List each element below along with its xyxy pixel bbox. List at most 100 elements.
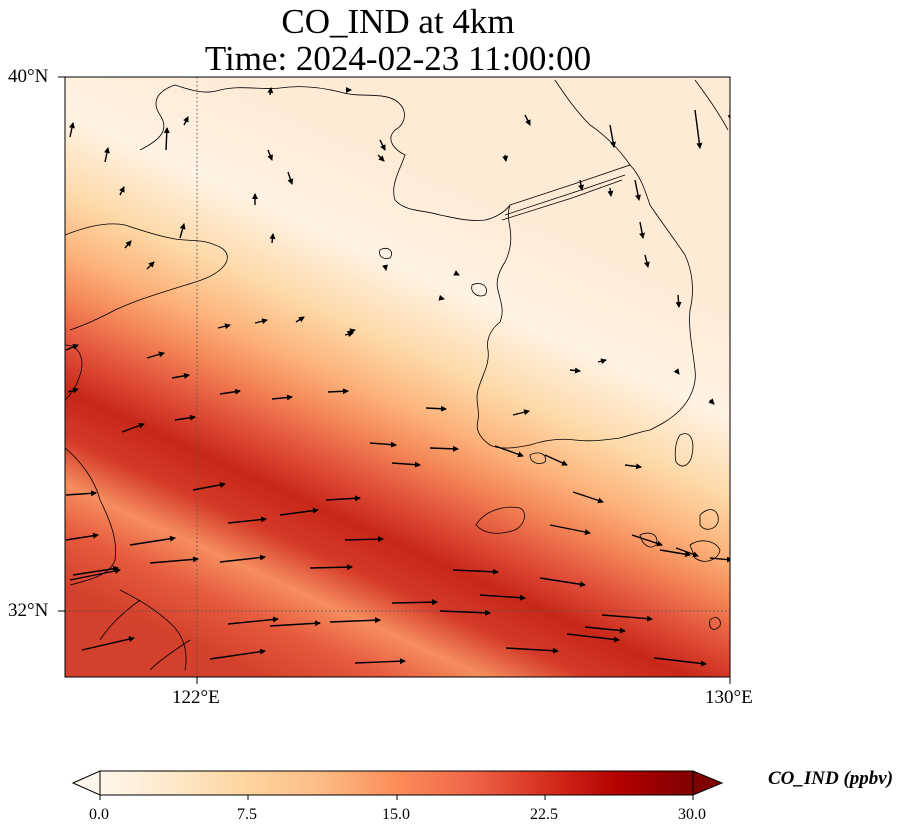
wind-arrow [453,270,460,276]
wind-arrow [121,422,145,433]
wind-arrow [391,599,438,606]
wind-arrow [569,367,581,374]
wind-arrow [631,534,663,547]
lon-tick-label-130e: 130°E [705,687,753,708]
colorbar-extend-min [71,770,101,796]
wind-arrow [578,179,584,191]
wind-arrow [524,114,531,126]
wind-arrow [354,658,406,665]
wind-arrow [287,171,294,185]
wind-arrow [452,568,499,575]
wind-arrow [439,609,491,616]
wind-arrow [502,154,509,162]
wind-arrow [379,139,386,151]
wind-arrow [438,294,445,301]
wind-arrow [479,594,526,601]
wind-arrow [634,179,641,201]
wind-arrow [149,556,199,564]
wind-arrow [325,495,361,502]
wind-arrow [709,556,730,563]
colorbar-tick-label: 7.5 [237,806,257,823]
wind-arrow [639,221,646,239]
wind-arrow [694,109,703,149]
wind-arrow [219,554,266,563]
colorbar-tick-label: 30.0 [678,806,706,823]
wind-arrow [539,577,586,588]
wind-arrow [104,147,110,163]
colorbar-gradient [99,770,694,796]
wind-arrow [192,481,226,491]
wind-arrow [597,358,607,365]
wind-arrow [179,223,186,239]
colorbar-tick-label: 0.0 [89,806,109,823]
wind-arrow [609,124,617,148]
wind-arrow [494,445,524,458]
wind-arrow [673,368,680,375]
wind-arrow [512,409,530,416]
map-title-line-2: Time: 2024-02-23 11:00:00 [204,39,592,78]
wind-arrow [708,398,715,405]
wind-arrow [377,154,385,162]
wind-arrow [505,647,559,654]
wind-arrow [69,568,121,581]
wind-arrow [659,549,691,558]
wind-arrow [643,254,650,268]
wind-arrow [146,351,165,359]
wind-arrow [183,116,189,126]
wind-arrow [425,405,447,412]
concentration-field [65,77,730,677]
lat-tick-label-40n: 40°N [8,66,49,87]
wind-arrow [124,240,132,249]
wind-arrow [624,463,642,470]
wind-arrow [382,264,388,271]
wind-arrow [209,648,266,660]
map-axis-ticks [58,76,731,684]
wind-arrow [391,461,421,468]
wind-arrow [146,261,155,270]
wind-arrow [69,122,75,138]
wind-arrow [119,186,125,196]
wind-arrow [369,441,397,448]
wind-arrow [344,331,354,338]
wind-arrow [675,547,699,558]
wind-arrow [329,617,381,624]
colorbar-extend-max [692,770,724,796]
wind-arrow [254,318,268,325]
wind-arrow [279,507,319,516]
wind-arrow [429,445,459,452]
wind-arrow [171,372,190,379]
wind-arrow [327,388,349,395]
wind-arrow [65,532,99,541]
wind-arrow [65,344,79,351]
wind-arrow [267,149,273,161]
wind-arrow [572,491,604,504]
map-title-line-1: CO_IND at 4km [281,2,515,41]
wind-arrow [269,620,321,627]
wind-arrow [309,564,353,571]
wind-arrow [129,535,176,546]
wind-vectors [65,87,730,667]
wind-arrow [81,636,135,651]
wind-arrow [217,323,231,330]
colorbar-tick-label: 22.5 [530,806,558,823]
wind-arrow [269,233,276,244]
colorbar-tick-label: 15.0 [382,806,410,823]
wind-arrow [566,633,620,643]
wind-arrow [653,657,707,667]
colorbar [71,770,724,800]
wind-arrow [549,524,591,535]
wind-arrow [607,187,614,197]
wind-arrow [163,127,170,151]
wind-arrow [584,626,626,634]
wind-arrow [544,454,568,466]
gridlines [65,77,730,677]
wind-arrow [227,516,267,524]
wind-arrow [271,394,293,401]
wind-arrow [344,536,384,543]
coastlines [65,79,729,671]
wind-arrow [601,614,653,622]
wind-arrow [67,387,79,394]
wind-arrow [267,87,274,96]
wind-arrow [72,565,119,576]
